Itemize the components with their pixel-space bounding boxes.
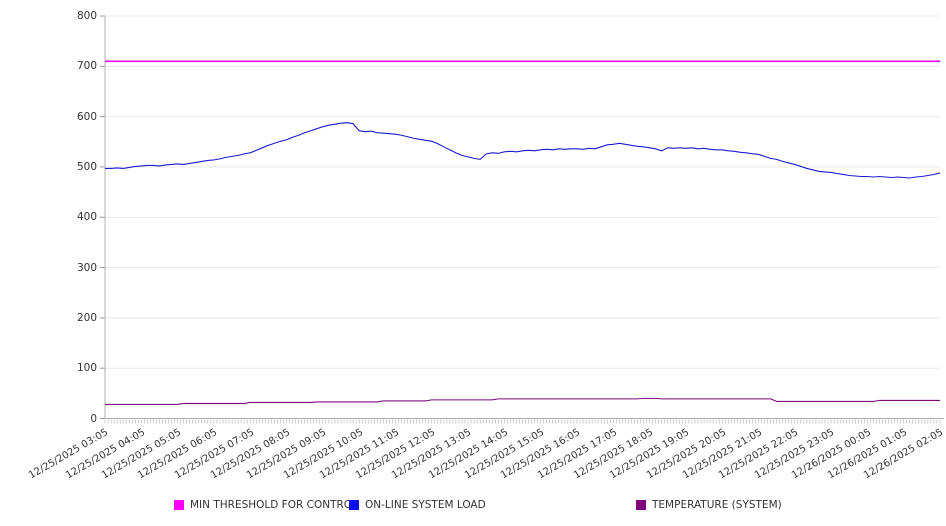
y-axis-tick-label: 500 <box>76 160 97 173</box>
y-axis-tick-label: 700 <box>76 60 97 73</box>
y-axis-tick-label: 300 <box>76 261 97 274</box>
chart-legend: MIN THRESHOLD FOR CONTROL ON-LINE SYSTEM… <box>0 499 946 515</box>
y-axis-tick-label: 100 <box>76 362 97 375</box>
y-axis-tick-label: 600 <box>76 110 97 123</box>
temperature-system-swatch-icon <box>636 500 646 510</box>
legend-item-online-system-load: ON-LINE SYSTEM LOAD <box>349 499 486 511</box>
legend-item-min-threshold: MIN THRESHOLD FOR CONTROL <box>174 499 358 511</box>
legend-label-temperature-system: TEMPERATURE (SYSTEM) <box>652 499 782 511</box>
y-axis-tick-label: 200 <box>76 311 97 324</box>
series-line-2 <box>105 397 940 405</box>
online-system-load-swatch-icon <box>349 500 359 510</box>
legend-label-min-threshold: MIN THRESHOLD FOR CONTROL <box>190 499 358 511</box>
legend-item-temperature-system: TEMPERATURE (SYSTEM) <box>636 499 782 511</box>
y-axis-tick-label: 400 <box>76 211 97 224</box>
y-axis-tick-label: 800 <box>76 10 97 22</box>
min-threshold-swatch-icon <box>174 500 184 510</box>
y-axis-tick-label: 0 <box>90 412 97 425</box>
legend-label-online-system-load: ON-LINE SYSTEM LOAD <box>365 499 486 511</box>
series-line-1 <box>105 122 941 179</box>
